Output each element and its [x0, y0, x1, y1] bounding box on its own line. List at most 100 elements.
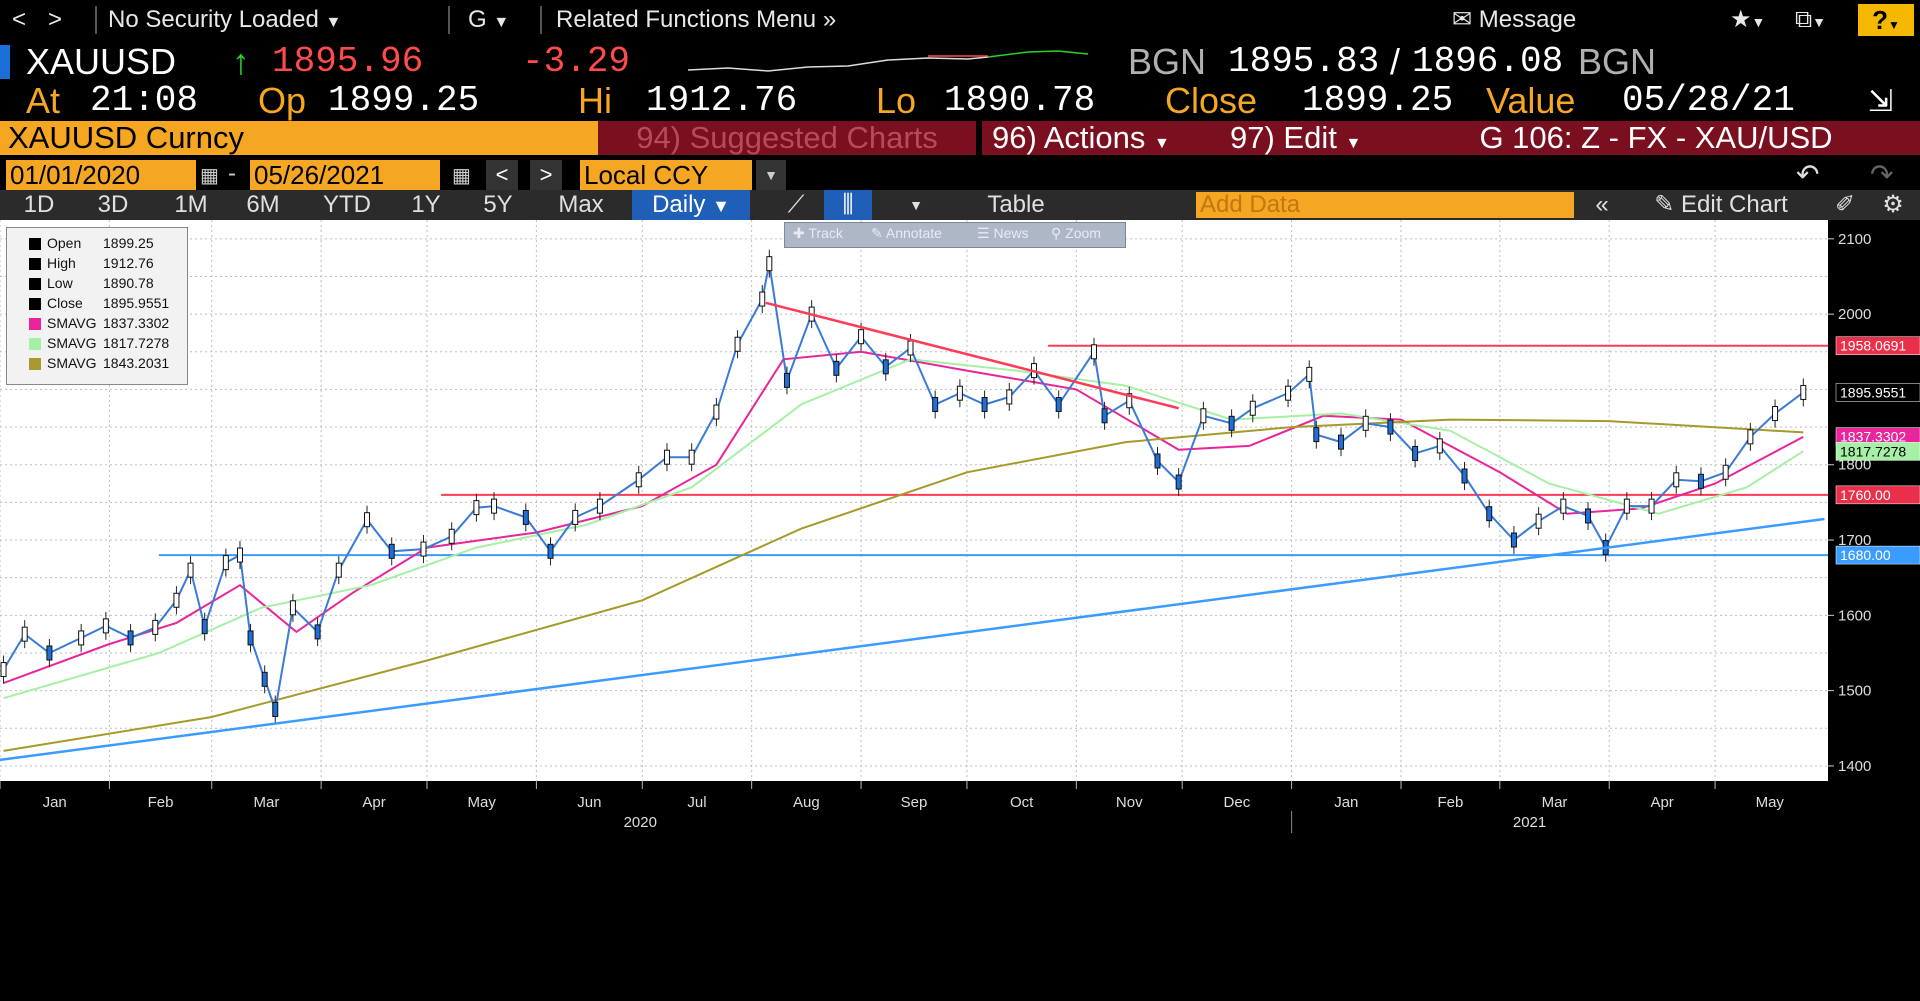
- gear-icon[interactable]: ⚙: [1882, 191, 1904, 218]
- legend-value: 1912.76: [103, 255, 154, 271]
- period-max[interactable]: Max: [558, 191, 604, 218]
- candlestick-icon[interactable]: ⫼: [824, 190, 872, 220]
- period-1m[interactable]: 1M: [174, 191, 208, 218]
- candle-body: [420, 541, 427, 557]
- candle-body: [21, 626, 28, 642]
- currency-select[interactable]: Local CCY: [580, 160, 752, 190]
- period-1y[interactable]: 1Y: [411, 191, 441, 218]
- candle-body: [1623, 498, 1630, 514]
- frequency-dropdown[interactable]: Daily ▼: [632, 190, 750, 220]
- period-ytd[interactable]: YTD: [323, 191, 371, 218]
- period-3d[interactable]: 3D: [97, 191, 129, 218]
- candle-body: [1486, 506, 1493, 522]
- actions-label: 96) Actions: [992, 120, 1146, 155]
- chevron-down-icon: ▼: [1154, 135, 1170, 152]
- period-6m[interactable]: 6M: [246, 191, 280, 218]
- candle-body: [1722, 464, 1729, 480]
- edit-chart-button[interactable]: ✎ Edit Chart: [1636, 190, 1806, 220]
- table-button[interactable]: Table: [987, 191, 1045, 218]
- candle-body: [1772, 406, 1779, 422]
- calendar-icon[interactable]: ▦: [452, 165, 471, 187]
- axis-tag-box: [1835, 336, 1920, 355]
- chevron-down-icon[interactable]: ▼: [909, 197, 923, 213]
- candle-body: [247, 630, 254, 646]
- edit-menu[interactable]: 97) Edit ▼: [1220, 121, 1396, 155]
- candle-body: [364, 512, 371, 528]
- forward-button[interactable]: >: [48, 6, 63, 33]
- security-name-field[interactable]: XAUUSD Curncy: [0, 121, 598, 155]
- track-tool[interactable]: ✚ Track: [793, 225, 843, 242]
- prev-range-button[interactable]: <: [486, 160, 518, 190]
- favorite-button[interactable]: ★▼: [1730, 0, 1765, 40]
- candle-body: [1560, 498, 1567, 514]
- undo-icon[interactable]: ↶: [1796, 159, 1820, 190]
- chevron-down-icon[interactable]: ▼: [756, 160, 786, 190]
- moving-average-line: [3, 358, 1804, 700]
- zoom-tool[interactable]: ⚲ Zoom: [1051, 225, 1101, 242]
- candle-body: [289, 600, 296, 616]
- chart-series: [0, 249, 1807, 752]
- calendar-icon[interactable]: ▦: [200, 165, 219, 187]
- y-tick-label: 1800: [1838, 457, 1871, 474]
- security-dropdown[interactable]: No Security Loaded ▼: [108, 0, 341, 40]
- open-label: Op: [258, 80, 307, 121]
- g-dropdown[interactable]: G ▼: [468, 0, 509, 40]
- candle-body: [187, 562, 194, 578]
- moving-average-line: [3, 418, 1804, 752]
- news-tool[interactable]: ☰ News: [977, 225, 1028, 242]
- period-5y[interactable]: 5Y: [483, 191, 513, 218]
- suggested-charts-button[interactable]: 94) Suggested Charts: [598, 121, 976, 155]
- candle-body: [522, 509, 529, 525]
- candle-body: [1387, 419, 1394, 435]
- help-label: ?: [1872, 5, 1888, 35]
- related-functions-menu[interactable]: Related Functions Menu »: [556, 0, 836, 40]
- g-label: G: [468, 6, 487, 33]
- chart-tools-bar: ✚ Track ✎ Annotate ☰ News ⚲ Zoom: [784, 222, 1126, 248]
- x-tick-label: Nov: [1116, 794, 1143, 811]
- redo-icon[interactable]: ↷: [1870, 159, 1894, 190]
- annotate-tool[interactable]: ✎ Annotate: [871, 225, 942, 242]
- candle-body: [1200, 408, 1207, 424]
- candle-body: [596, 498, 603, 514]
- window-button[interactable]: ⧉▼: [1795, 0, 1826, 40]
- chevron-down-icon: ▼: [712, 196, 730, 216]
- candle-body: [882, 359, 889, 375]
- candle-body: [1306, 366, 1313, 382]
- price-chart[interactable]: 1400 1500 1600 1700 1800 2000 2100 1958.0691 18…: [0, 220, 1920, 1001]
- candle-body: [956, 385, 963, 401]
- legend-swatch: [29, 238, 41, 250]
- x-tick-label: Feb: [148, 794, 174, 811]
- collapse-icon[interactable]: «: [1595, 191, 1609, 218]
- candle-body: [547, 543, 554, 559]
- end-date-input[interactable]: 05/26/2021: [250, 160, 440, 190]
- axis-tag-box: [1835, 442, 1920, 461]
- security-indicator: [0, 45, 10, 79]
- legend-name: SMAVG: [47, 315, 97, 331]
- next-range-button[interactable]: >: [530, 160, 562, 190]
- y-tick-label: 2100: [1838, 231, 1871, 248]
- candle-body: [783, 372, 790, 388]
- envelope-icon: ✉: [1452, 6, 1473, 33]
- y-tick-label: 2000: [1838, 306, 1871, 323]
- x-tick-label: May: [468, 794, 497, 811]
- last-price: 1895.96: [272, 41, 424, 82]
- add-data-input[interactable]: Add Data: [1196, 192, 1574, 218]
- candle-body: [1747, 429, 1754, 445]
- annotate-icon[interactable]: ✐: [1834, 191, 1856, 218]
- candle-body: [932, 396, 939, 412]
- message-button[interactable]: ✉ Message: [1452, 0, 1576, 40]
- back-button[interactable]: <: [12, 6, 27, 33]
- ask-price: 1896.08: [1412, 41, 1564, 82]
- help-button[interactable]: ?▼: [1858, 4, 1914, 36]
- chevron-down-icon: ▼: [1888, 18, 1900, 32]
- line-chart-icon[interactable]: ⟋: [787, 191, 805, 218]
- candle-body: [1510, 532, 1517, 548]
- candle-body: [272, 701, 279, 717]
- x-tick-label: Mar: [1542, 794, 1568, 811]
- actions-menu[interactable]: 96) Actions ▼: [982, 121, 1224, 155]
- period-1d[interactable]: 1D: [23, 191, 55, 218]
- close-label: Close: [1165, 80, 1258, 121]
- resize-icon[interactable]: ⇲: [1868, 85, 1894, 118]
- start-date-input[interactable]: 01/01/2020: [6, 160, 196, 190]
- frequency-label: Daily: [652, 191, 706, 218]
